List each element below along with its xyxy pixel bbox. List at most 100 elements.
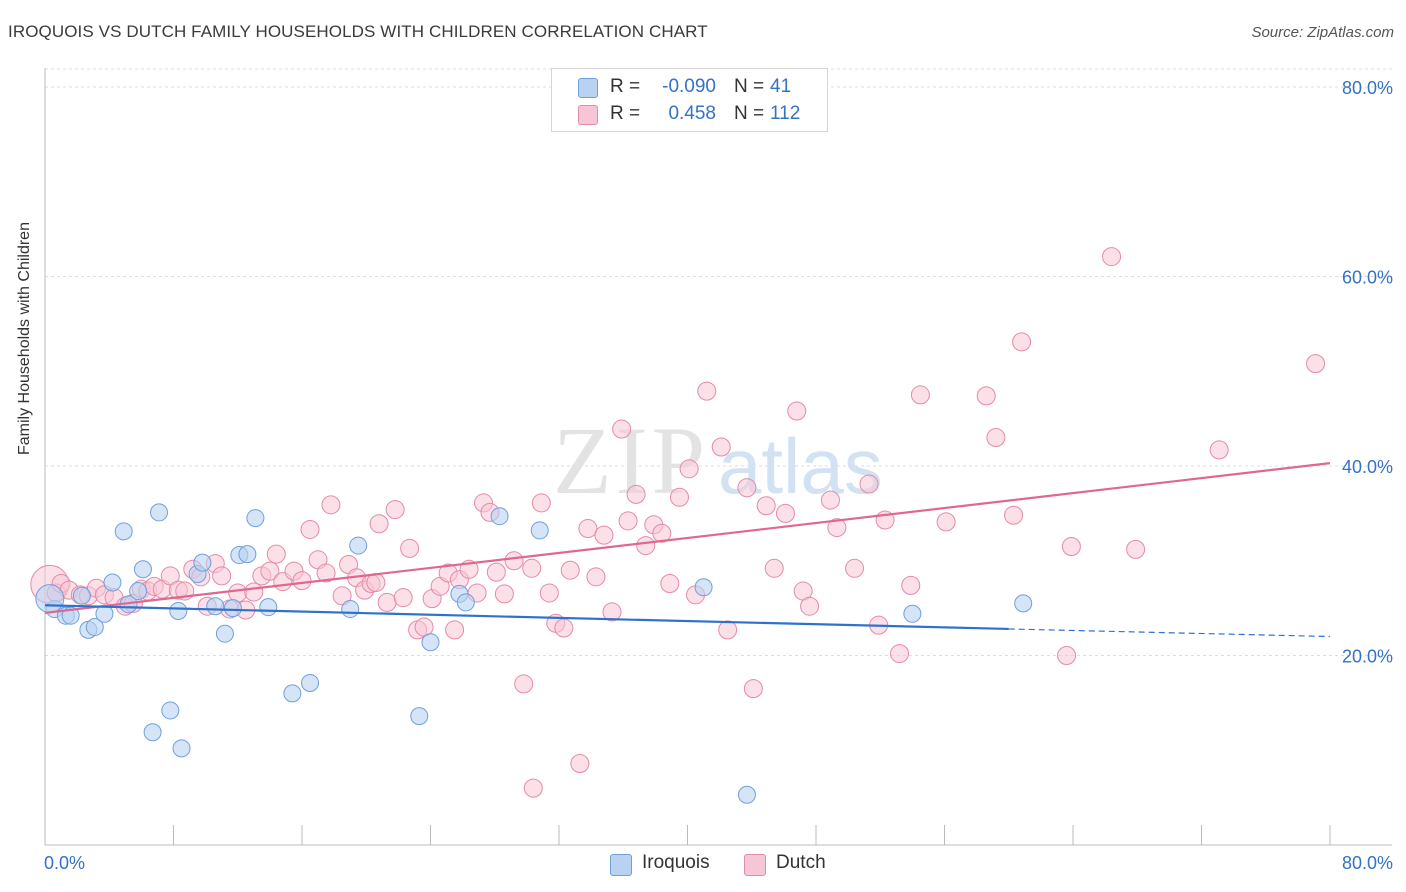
dutch-trend-line (44, 462, 1331, 614)
n-value: 112 (770, 103, 801, 124)
dutch-point (602, 602, 622, 622)
iroquois-point (737, 785, 756, 804)
dutch-point (1057, 645, 1077, 665)
dutch-point (1209, 440, 1229, 460)
dutch-point (212, 566, 232, 586)
dutch-legend-swatch (744, 854, 766, 876)
dutch-point (523, 778, 543, 798)
dutch-point (901, 575, 921, 595)
dutch-point (697, 381, 717, 401)
iroquois-legend-swatch (610, 854, 632, 876)
dutch-point (669, 487, 689, 507)
dutch-point (1012, 332, 1032, 352)
iroquois-point (85, 618, 104, 637)
dutch-point (859, 474, 879, 494)
dutch-point (494, 584, 514, 604)
iroquois-point (223, 599, 242, 618)
iroquois-point (215, 624, 234, 643)
dutch-point (554, 618, 574, 638)
iroquois-point (169, 601, 188, 620)
iroquois-point (490, 507, 509, 526)
dutch-point (316, 563, 336, 583)
iroquois-points (35, 503, 1033, 804)
dutch-point (660, 573, 680, 593)
iroquois-point (530, 521, 549, 540)
dutch-point (764, 558, 784, 578)
dutch-point (1102, 247, 1122, 267)
dutch-point (820, 490, 840, 510)
dutch-point (560, 560, 580, 580)
dutch-point (594, 525, 614, 545)
y-axis-label: Family Households with Children (16, 222, 33, 455)
dutch-point (385, 500, 405, 520)
dutch-point (369, 514, 389, 534)
iroquois-point (903, 604, 922, 623)
dutch-point (514, 674, 534, 694)
dutch-point (652, 523, 672, 543)
iroquois-point (143, 723, 162, 742)
dutch-point (504, 551, 524, 571)
iroquois-point (246, 509, 265, 528)
dutch-point (890, 644, 910, 664)
dutch-point (300, 519, 320, 539)
iroquois-point (259, 598, 278, 617)
trend-lines (44, 462, 1331, 638)
dutch-point (636, 536, 656, 556)
dutch-point (366, 573, 386, 593)
stats-legend: R = -0.090 N = 41 R = 0.458 N = 112 (551, 68, 828, 132)
dutch-point (737, 478, 757, 498)
dutch-point (711, 437, 731, 457)
y-tick-label: 40.0% (1342, 457, 1393, 477)
dutch-point (1004, 505, 1024, 525)
iroquois-point (301, 673, 320, 692)
dutch-point (679, 459, 699, 479)
dutch-point (332, 586, 352, 606)
source-label: Source: ZipAtlas.com (1251, 24, 1394, 41)
dutch-point (936, 512, 956, 532)
r-label: R = (610, 103, 641, 124)
n-label: N = (734, 103, 765, 124)
dutch-point (775, 503, 795, 523)
r-label: R = (610, 76, 641, 97)
dutch-point (618, 511, 638, 531)
dutch-point (400, 538, 420, 558)
iroquois-point (193, 553, 212, 572)
iroquois-point (456, 593, 475, 612)
dutch-point (586, 567, 606, 587)
dutch-point (160, 566, 180, 586)
dutch-point (486, 562, 506, 582)
iroquois-trend-line (44, 604, 1009, 631)
dutch-point (756, 496, 776, 516)
iroquois-point (341, 600, 360, 619)
iroquois-trend-extension (1008, 628, 1331, 638)
dutch-point (800, 596, 820, 616)
iroquois-point (114, 522, 133, 541)
iroquois-point (103, 573, 122, 592)
chart-title: IROQUOIS VS DUTCH FAMILY HOUSEHOLDS WITH… (8, 22, 708, 41)
iroquois-point (694, 578, 713, 597)
iroquois-point (35, 584, 65, 614)
dutch-point (743, 679, 763, 699)
iroquois-point (133, 560, 152, 579)
iroquois-point (349, 536, 368, 555)
axes (44, 68, 1392, 846)
legend-row-dutch: R = 0.458 N = 112 (552, 100, 827, 128)
iroquois-point (1014, 594, 1033, 613)
iroquois-swatch (578, 78, 598, 98)
dutch-point (377, 592, 397, 612)
series-legend: Iroquois Dutch (0, 852, 1406, 878)
dutch-point (1126, 539, 1146, 559)
iroquois-point (410, 707, 429, 726)
dutch-point (1306, 354, 1326, 374)
dutch-point (578, 519, 598, 539)
dutch-point (260, 561, 280, 581)
y-tick-label: 20.0% (1342, 646, 1393, 666)
iroquois-point (283, 684, 302, 703)
iroquois-point (129, 582, 148, 601)
dutch-point (910, 385, 930, 405)
r-value: 0.458 (668, 103, 716, 124)
iroquois-legend-label: Iroquois (642, 852, 710, 873)
dutch-point (522, 558, 542, 578)
iroquois-point (72, 586, 91, 605)
